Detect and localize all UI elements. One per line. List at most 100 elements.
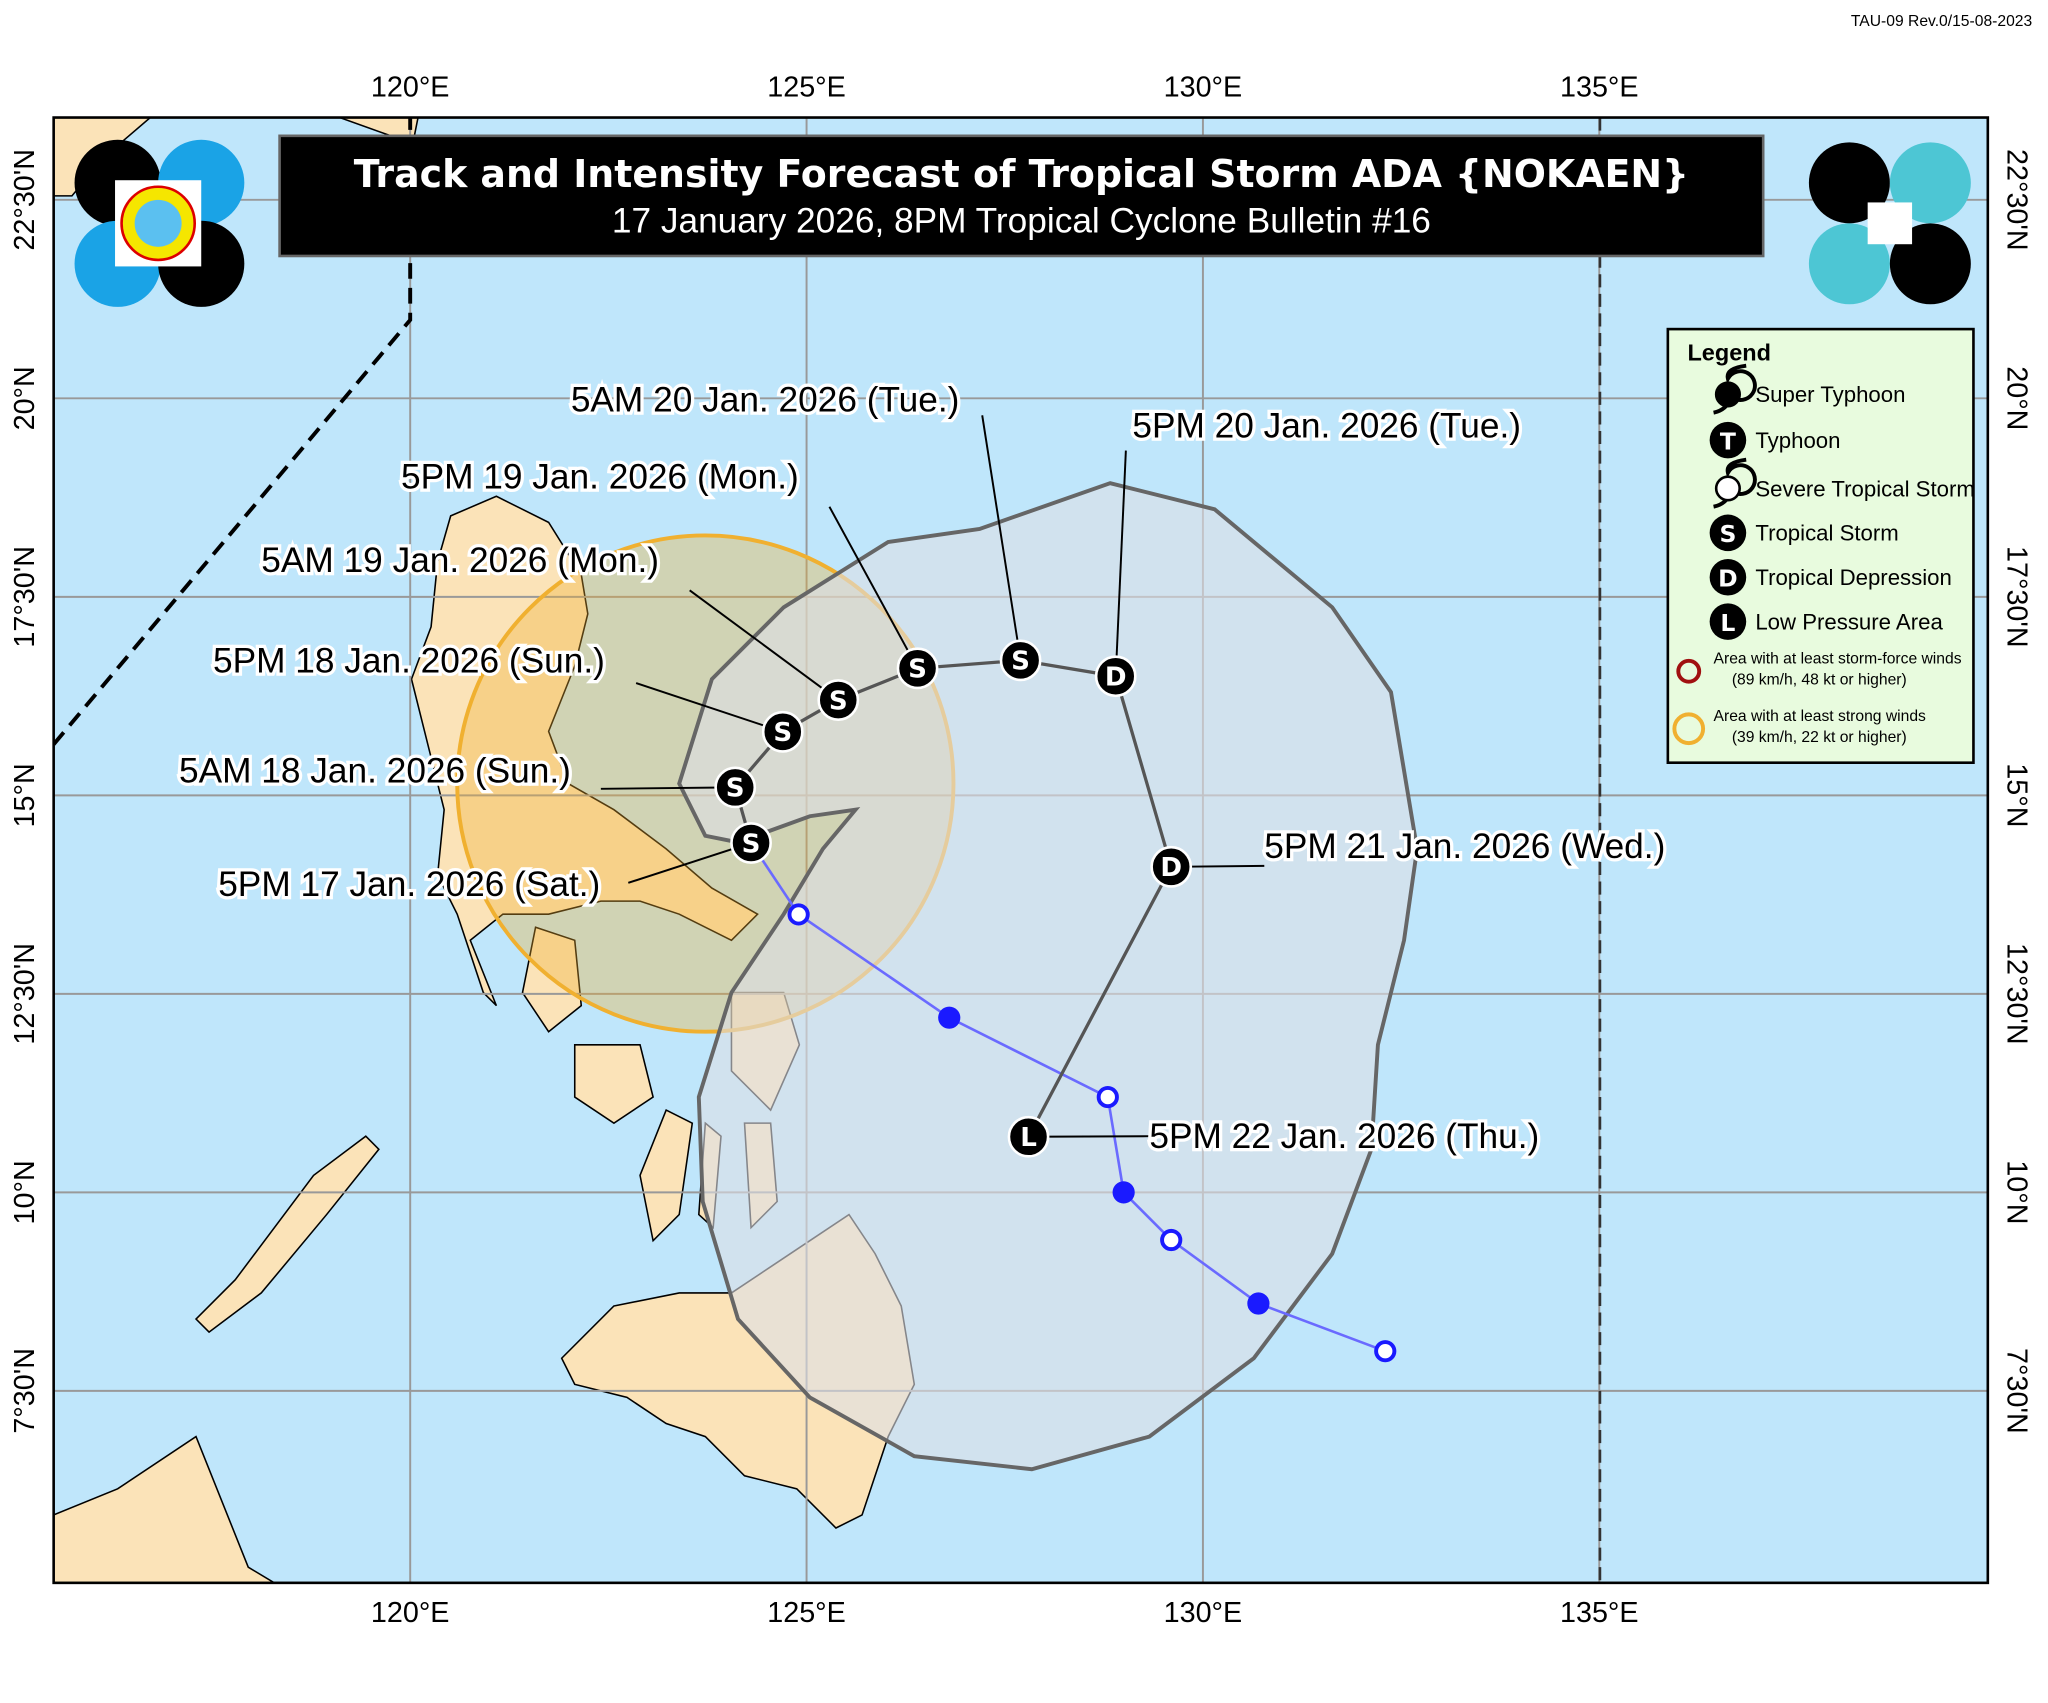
category-marker-D [1150,845,1193,888]
legend-title: Legend [1687,339,1771,365]
lon-tick-label-top: 125°E [767,72,846,104]
past-position-marker [938,1006,961,1029]
lon-tick-label-top: 130°E [1164,72,1243,104]
forecast-time-label: 5PM 21 Jan. 2026 (Wed.) [1264,827,1665,866]
dost-logo [1808,142,1971,305]
land-borneo [53,1435,276,1583]
category-marker-S [999,639,1042,682]
legend-symbol-S [1709,514,1747,552]
forecast-time-label: 5PM 19 Jan. 2026 (Mon.) [401,457,799,496]
past-position-marker [787,903,810,926]
legend-label: Typhoon [1755,428,1840,453]
map-frame [52,116,1990,1585]
lat-tick-label-left: 17°30'N [9,546,41,648]
forecast-time-label: 5PM 17 Jan. 2026 (Sat.) [218,865,600,904]
forecast-time-label: 5AM 19 Jan. 2026 (Mon.) [261,541,659,580]
past-position-marker [1160,1228,1183,1252]
lon-tick-label-bottom: 125°E [767,1597,846,1629]
forecast-time-label: 5PM 22 Jan. 2026 (Thu.) [1149,1117,1539,1156]
past-position-marker [1096,1085,1119,1109]
land-palawan [194,1135,380,1334]
forecast-time-label: 5PM 18 Jan. 2026 (Sun.) [213,642,605,681]
category-letter: S [829,686,848,716]
land-negros [639,1109,694,1243]
form-code: TAU-09 Rev.0/15-08-2023 [1851,13,2033,30]
legend-wind-area-label: Area with at least storm-force winds [1714,650,1962,667]
legend-label: Super Typhoon [1755,382,1905,407]
category-letter: D [1160,853,1182,883]
land-panay [573,1044,654,1125]
lat-tick-label-right: 20°N [2000,366,2032,430]
legend-wind-area-threshold: (89 km/h, 48 kt or higher) [1732,671,1907,688]
map-subtitle: 17 January 2026, 8PM Tropical Cyclone Bu… [612,201,1431,240]
category-marker-S [896,647,939,690]
category-letter: D [1105,663,1127,693]
legend-symbol-L [1709,603,1747,640]
lat-tick-label-left: 20°N [9,366,41,430]
label-leader-line [635,682,784,733]
past-position-marker [1247,1292,1270,1315]
lon-tick-label-bottom: 120°E [371,1597,450,1629]
lat-tick-label-right: 10°N [2000,1160,2032,1224]
super-typhoon-icon-core [1714,381,1741,408]
legend-symbol-T [1709,421,1747,459]
category-marker-S [714,766,757,809]
lon-tick-label-top: 135°E [1560,72,1639,104]
legend-symbol-letter: T [1720,427,1736,455]
lon-tick-label-bottom: 130°E [1164,1597,1243,1629]
legend: Legend Super Typhoon T Typhoon Severe Tropi… [1666,327,1975,764]
legend-wind-area-threshold: (39 km/h, 22 kt or higher) [1732,729,1907,746]
lon-tick-label-bottom: 135°E [1560,1597,1639,1629]
lat-tick-label-left: 22°30'N [9,149,41,251]
forecast-time-label: 5PM 20 Jan. 2026 (Tue.) [1132,407,1521,446]
category-marker-S [730,822,772,864]
forecast-time-label: 5AM 18 Jan. 2026 (Sun.) [179,751,571,790]
category-letter: L [1020,1123,1037,1153]
category-marker-D [1094,655,1137,698]
legend-label: Severe Tropical Storm [1755,476,1974,501]
lat-tick-label-right: 12°30'N [2000,943,2032,1045]
past-position-marker [1374,1340,1397,1363]
legend-label: Tropical Depression [1755,565,1951,590]
lat-tick-label-right: 17°30'N [2000,546,2032,648]
legend-wind-area-icon [1676,658,1702,684]
axis-ticks: 120°E 120°E 125°E 125°E 130°E 130°E 135°E 135°E… [9,72,2032,1629]
severe-tropical-storm-icon-core [1714,475,1741,502]
lat-tick-label-right: 7°30'N [2000,1348,2032,1434]
forecast-time-label: 5AM 20 Jan. 2026 (Tue.) [571,380,960,419]
category-letter: S [742,829,761,859]
lat-tick-label-right: 22°30'N [2000,149,2032,251]
title-box: Track and Intensity Forecast of Tropical… [278,134,1765,258]
past-track [749,842,1397,1363]
lat-tick-label-left: 12°30'N [9,943,41,1045]
lat-tick-label-left: 15°N [9,763,41,827]
legend-symbol-letter: L [1720,609,1735,637]
category-marker-S [761,710,804,753]
label-leader-line [981,415,1022,661]
lat-tick-label-left: 7°30'N [9,1348,41,1434]
legend-symbol-D [1709,558,1747,596]
label-leader-line [1114,450,1127,677]
map-title: Track and Intensity Forecast of Tropical… [354,152,1689,196]
label-leader-line [627,842,752,884]
legend-symbol-letter: D [1718,565,1738,593]
lat-tick-label-right: 15°N [2000,763,2032,827]
legend-wind-area-label: Area with at least strong winds [1714,708,1927,725]
legend-label: Tropical Storm [1755,521,1898,546]
past-position-marker [1112,1181,1135,1204]
legend-label: Low Pressure Area [1755,609,1943,634]
land-luzon [410,495,759,1007]
category-letter: S [1011,647,1030,677]
label-leader-line [600,786,736,790]
forecast-track: 5PM 17 Jan. 2026 (Sat.) S 5AM 18 Jan. 2026… [176,377,1669,1159]
legend-symbol-letter: S [1719,520,1736,548]
category-letter: S [773,718,792,748]
par-boundary-line [53,117,413,746]
category-letter: S [726,774,745,804]
lon-tick-label-top: 120°E [371,72,450,104]
lat-tick-label-left: 10°N [9,1160,41,1224]
category-letter: S [908,655,927,685]
label-leader-line [828,506,919,669]
pagasa-logo [74,139,245,307]
